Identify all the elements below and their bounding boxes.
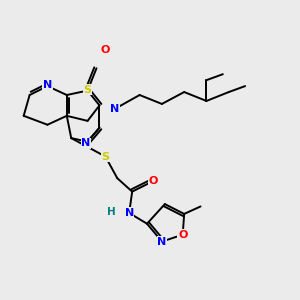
Text: N: N <box>110 104 119 114</box>
Text: N: N <box>43 80 52 90</box>
Text: O: O <box>101 45 110 56</box>
Text: N: N <box>124 208 134 218</box>
Text: H: H <box>107 207 116 218</box>
Text: O: O <box>148 176 158 186</box>
Text: N: N <box>82 139 91 148</box>
Text: S: S <box>101 152 110 161</box>
Text: O: O <box>178 230 188 240</box>
Text: N: N <box>157 236 167 247</box>
Text: S: S <box>84 85 92 95</box>
